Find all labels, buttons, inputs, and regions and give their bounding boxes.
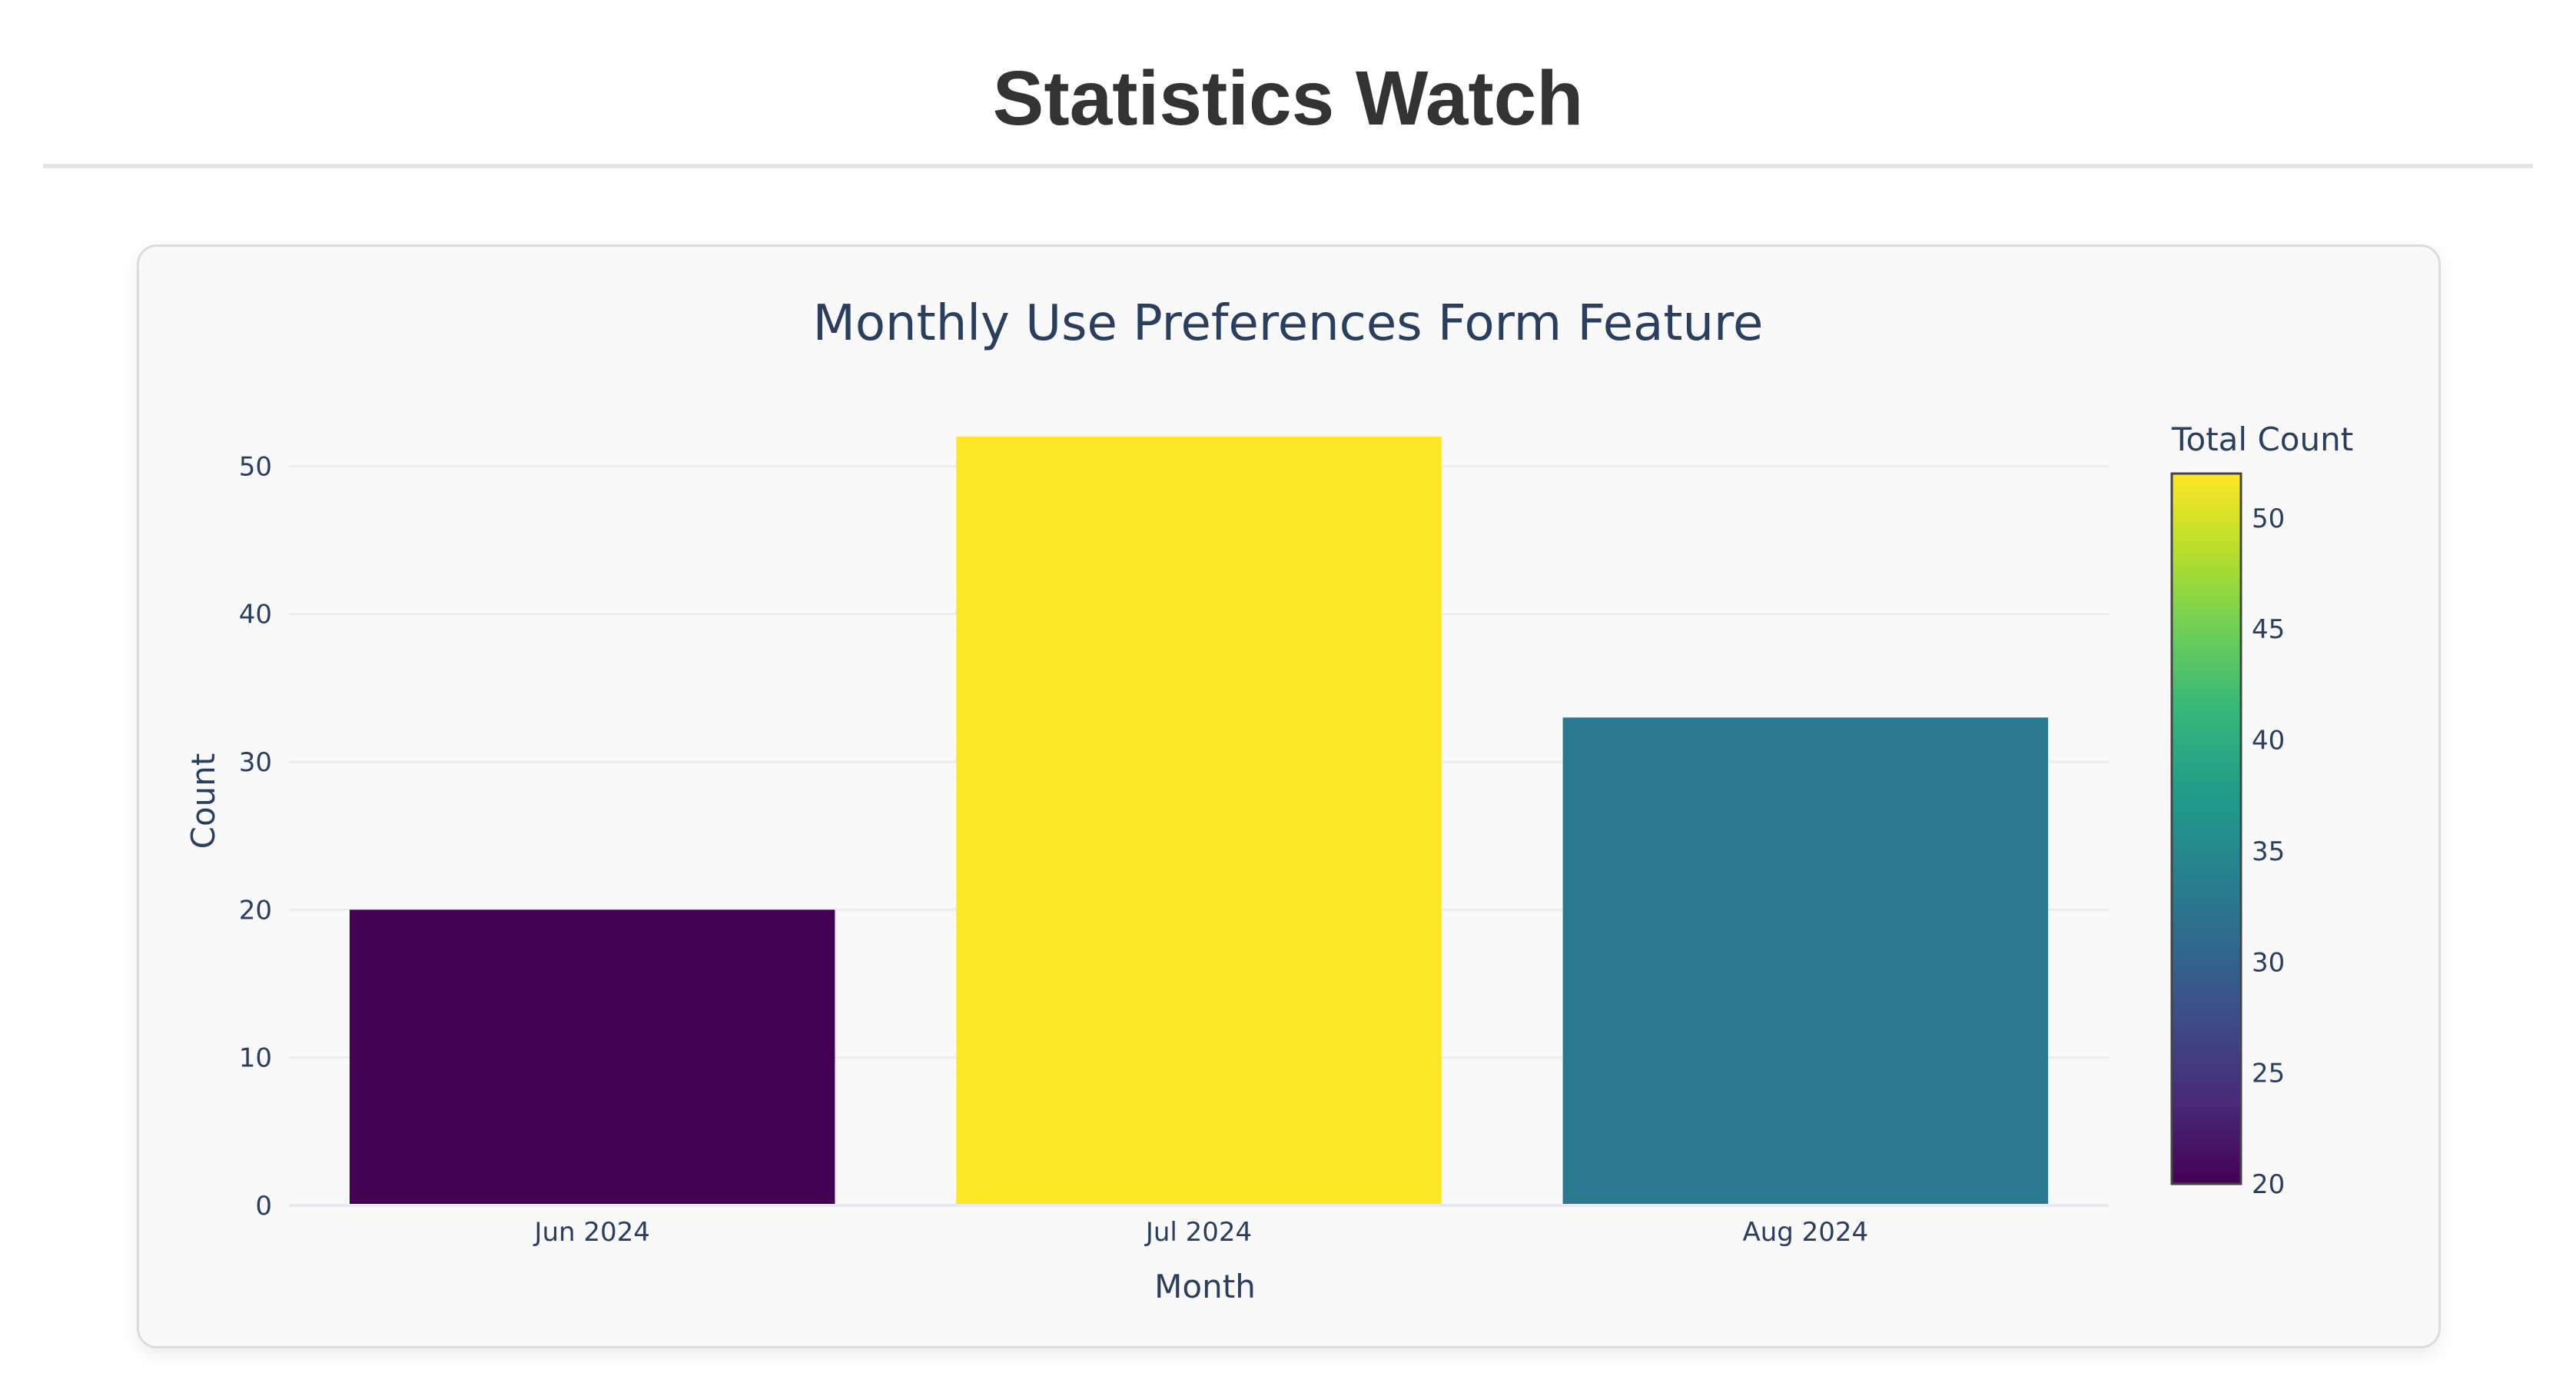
colorbar-tick-label: 25	[2252, 1059, 2285, 1089]
colorbar-tick-label: 50	[2252, 504, 2285, 534]
colorbar-tick-labels: 20 25 30 35 40 45 50	[2252, 504, 2285, 1200]
colorbar-tick-label: 30	[2252, 947, 2285, 978]
y-tick-label: 10	[239, 1043, 272, 1074]
colorbar-tick-label: 45	[2252, 614, 2285, 645]
colorbar-title: Total Count	[2171, 421, 2353, 458]
chart-title: Monthly Use Preferences Form Feature	[813, 295, 1764, 352]
x-tick-label: Jun 2024	[533, 1217, 649, 1248]
x-tick-labels: Jun 2024 Jul 2024 Aug 2024	[533, 1217, 1868, 1248]
colorbar-tick-label: 20	[2252, 1169, 2285, 1200]
y-tick-label: 30	[239, 747, 272, 778]
x-axis-title: Month	[1154, 1268, 1256, 1305]
y-tick-label: 0	[255, 1191, 272, 1222]
colorbar: Total Count 20 25 30 35 40 45 50	[2170, 421, 2353, 1200]
bar[interactable]	[956, 436, 1442, 1205]
y-tick-label: 20	[239, 895, 272, 926]
page-title: Statistics Watch	[992, 55, 1584, 141]
y-axis-title: Count	[184, 753, 222, 849]
colorbar-gradient	[2170, 472, 2242, 1185]
y-tick-label: 50	[239, 451, 272, 482]
x-tick-label: Aug 2024	[1742, 1217, 1868, 1248]
colorbar-tick-label: 35	[2252, 836, 2285, 867]
title-divider	[43, 164, 2533, 168]
bar[interactable]	[1562, 717, 2049, 1205]
colorbar-tick-label: 40	[2252, 726, 2285, 756]
bars	[349, 436, 2049, 1205]
x-tick-label: Jul 2024	[1144, 1217, 1252, 1248]
y-tick-label: 40	[239, 600, 272, 630]
bar[interactable]	[349, 909, 835, 1205]
y-tick-labels: 0 10 20 30 40 50	[239, 451, 272, 1222]
